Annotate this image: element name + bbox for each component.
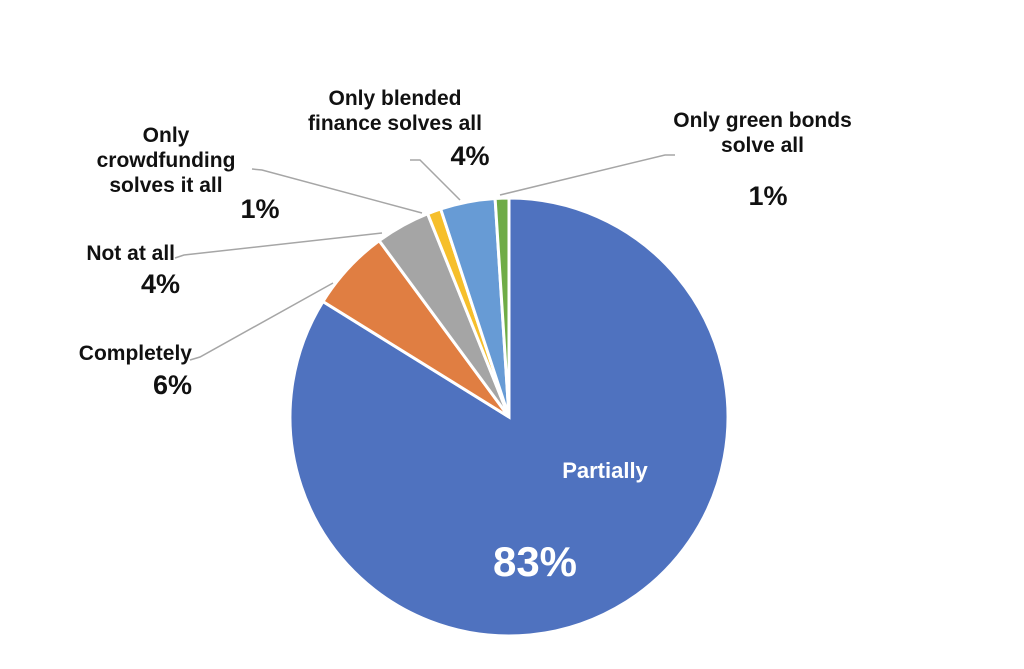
data-label-green-bonds-name: Only green bonds solve all <box>673 109 852 158</box>
leader-line-blended <box>410 159 461 201</box>
data-label-not-at-all-name: Not at all <box>86 242 175 265</box>
leader-line-completely <box>189 282 334 361</box>
leader-line-crowdfunding <box>251 168 423 214</box>
data-label-green-bonds-value: 1% <box>748 181 788 211</box>
data-label-crowdfunding-value: 1% <box>240 194 280 224</box>
pie-slice-only-green-bonds-solve-all <box>493 196 511 418</box>
data-label-completely-name: Completely <box>78 342 192 365</box>
data-label-not-at-all-value: 4% <box>140 269 180 299</box>
leader-line-not-at-all <box>174 232 383 259</box>
data-label-blended-name: Only blended finance solves all <box>308 87 482 136</box>
data-label-completely-value: 6% <box>152 370 192 400</box>
data-label-crowdfunding-name: Only crowdfunding solves it all <box>96 124 236 198</box>
pie-slices <box>288 196 730 638</box>
leader-line-green-bonds <box>499 154 675 196</box>
data-label-partially-value: 83% <box>492 538 578 585</box>
leader-lines <box>174 154 675 361</box>
data-label-partially-name: Partially <box>562 458 648 483</box>
data-label-blended-value: 4% <box>450 141 490 171</box>
